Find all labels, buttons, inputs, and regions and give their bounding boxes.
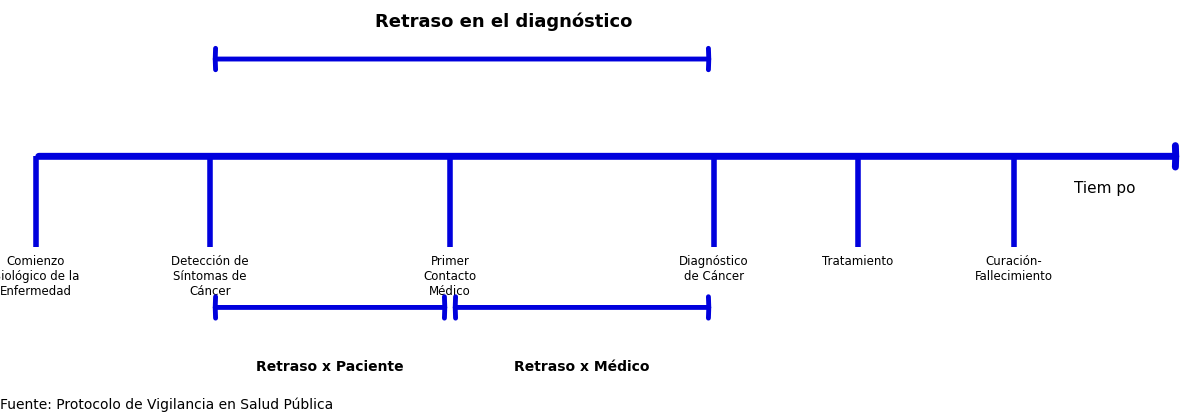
Text: Retraso x Paciente: Retraso x Paciente bbox=[256, 359, 404, 373]
Text: Tratamiento: Tratamiento bbox=[822, 254, 894, 267]
Text: Retraso x Médico: Retraso x Médico bbox=[515, 359, 649, 373]
Text: Retraso en el diagnóstico: Retraso en el diagnóstico bbox=[376, 12, 632, 31]
Text: Comienzo
Biológico de la
Enfermedad: Comienzo Biológico de la Enfermedad bbox=[0, 254, 79, 297]
Text: Diagnóstico
de Cáncer: Diagnóstico de Cáncer bbox=[679, 254, 749, 282]
Text: Tiem po: Tiem po bbox=[1074, 180, 1135, 195]
Text: Detección de
Síntomas de
Cáncer: Detección de Síntomas de Cáncer bbox=[172, 254, 248, 297]
Text: Primer
Contacto
Médico: Primer Contacto Médico bbox=[424, 254, 476, 297]
Text: Curación-
Fallecimiento: Curación- Fallecimiento bbox=[974, 254, 1054, 282]
Text: Fuente: Protocolo de Vigilancia en Salud Pública: Fuente: Protocolo de Vigilancia en Salud… bbox=[0, 396, 334, 411]
